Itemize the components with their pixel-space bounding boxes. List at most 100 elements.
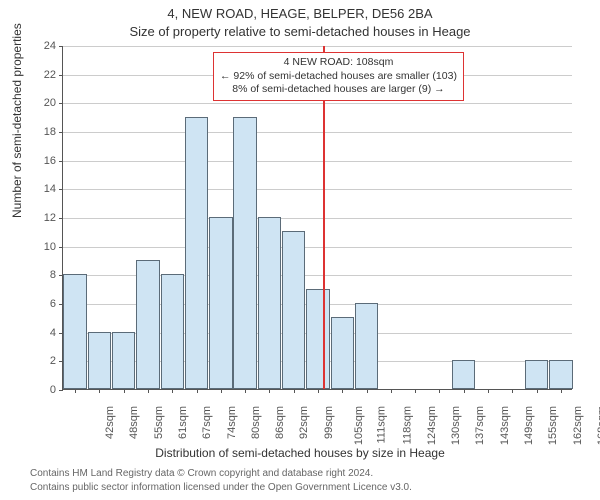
y-tick-mark: [59, 218, 63, 219]
x-tick-label: 42sqm: [104, 406, 116, 439]
x-tick-label: 92sqm: [298, 406, 310, 439]
y-tick-mark: [59, 333, 63, 334]
x-tick-mark: [464, 389, 465, 393]
histogram-bar: [452, 360, 475, 389]
annotation-line1: 4 NEW ROAD: 108sqm: [220, 56, 457, 70]
histogram-bar: [282, 231, 305, 389]
y-tick-label: 18: [0, 126, 56, 138]
gridline: [63, 189, 572, 190]
gridline: [63, 132, 572, 133]
x-tick-mark: [99, 389, 100, 393]
x-tick-mark: [269, 389, 270, 393]
y-tick-label: 16: [0, 155, 56, 167]
x-tick-mark: [172, 389, 173, 393]
y-tick-mark: [59, 189, 63, 190]
x-tick-label: 168sqm: [596, 406, 600, 445]
histogram-bar: [306, 289, 329, 389]
x-tick-mark: [415, 389, 416, 393]
gridline: [63, 218, 572, 219]
x-tick-label: 111sqm: [376, 406, 388, 444]
y-axis-label: Number of semi-detached properties: [10, 23, 24, 218]
gridline: [63, 161, 572, 162]
x-tick-mark: [488, 389, 489, 393]
x-axis-label: Distribution of semi-detached houses by …: [0, 446, 600, 460]
x-tick-label: 67sqm: [201, 406, 213, 439]
y-tick-label: 10: [0, 241, 56, 253]
x-tick-mark: [367, 389, 368, 393]
x-tick-label: 80sqm: [250, 406, 262, 439]
x-tick-mark: [342, 389, 343, 393]
x-tick-label: 143sqm: [499, 406, 511, 445]
x-tick-label: 130sqm: [450, 406, 462, 445]
footer-copyright-line2: Contains public sector information licen…: [30, 482, 412, 493]
x-tick-label: 48sqm: [128, 406, 140, 439]
x-tick-mark: [245, 389, 246, 393]
annotation-line2: ← 92% of semi-detached houses are smalle…: [220, 70, 457, 84]
y-tick-label: 2: [0, 355, 56, 367]
y-tick-label: 14: [0, 183, 56, 195]
gridline: [63, 103, 572, 104]
histogram-bar: [355, 303, 378, 389]
gridline: [63, 247, 572, 248]
x-tick-mark: [537, 389, 538, 393]
histogram-bar: [136, 260, 159, 389]
x-tick-mark: [221, 389, 222, 393]
x-tick-label: 61sqm: [177, 406, 189, 439]
x-tick-label: 99sqm: [323, 406, 335, 439]
y-tick-mark: [59, 361, 63, 362]
x-tick-mark: [318, 389, 319, 393]
x-tick-label: 124sqm: [426, 406, 438, 445]
x-tick-mark: [512, 389, 513, 393]
histogram-bar: [88, 332, 111, 389]
y-tick-mark: [59, 161, 63, 162]
histogram-bar: [63, 274, 86, 389]
histogram-bar: [525, 360, 548, 389]
x-tick-label: 105sqm: [353, 406, 365, 445]
histogram-bar: [161, 274, 184, 389]
x-tick-mark: [294, 389, 295, 393]
y-tick-mark: [59, 247, 63, 248]
y-tick-label: 4: [0, 327, 56, 339]
x-tick-label: 55sqm: [153, 406, 165, 439]
x-tick-label: 155sqm: [547, 406, 559, 445]
gridline: [63, 46, 572, 47]
y-tick-mark: [59, 304, 63, 305]
x-tick-mark: [439, 389, 440, 393]
y-tick-label: 12: [0, 212, 56, 224]
y-tick-label: 24: [0, 40, 56, 52]
x-tick-mark: [148, 389, 149, 393]
y-tick-mark: [59, 132, 63, 133]
reference-annotation: 4 NEW ROAD: 108sqm ← 92% of semi-detache…: [213, 52, 464, 101]
x-tick-mark: [75, 389, 76, 393]
x-tick-label: 149sqm: [523, 406, 535, 445]
x-tick-mark: [561, 389, 562, 393]
y-tick-label: 8: [0, 269, 56, 281]
footer-copyright-line1: Contains HM Land Registry data © Crown c…: [30, 468, 373, 479]
x-tick-label: 86sqm: [274, 406, 286, 439]
x-tick-mark: [197, 389, 198, 393]
histogram-bar: [209, 217, 232, 389]
x-tick-label: 74sqm: [226, 406, 238, 439]
y-tick-mark: [59, 275, 63, 276]
x-tick-label: 137sqm: [475, 406, 487, 445]
y-tick-label: 6: [0, 298, 56, 310]
x-tick-label: 118sqm: [401, 406, 413, 444]
histogram-bar: [331, 317, 354, 389]
chart-title-line2: Size of property relative to semi-detach…: [0, 24, 600, 39]
y-tick-label: 0: [0, 384, 56, 396]
y-tick-label: 22: [0, 69, 56, 81]
y-tick-mark: [59, 103, 63, 104]
histogram-bar: [233, 117, 256, 389]
x-tick-mark: [124, 389, 125, 393]
chart-title-line1: 4, NEW ROAD, HEAGE, BELPER, DE56 2BA: [0, 6, 600, 21]
annotation-line3: 8% of semi-detached houses are larger (9…: [220, 83, 457, 97]
histogram-bar: [258, 217, 281, 389]
y-tick-mark: [59, 390, 63, 391]
histogram-bar: [112, 332, 135, 389]
histogram-bar: [185, 117, 208, 389]
histogram-plot: 4 NEW ROAD: 108sqm ← 92% of semi-detache…: [62, 46, 572, 390]
y-tick-mark: [59, 75, 63, 76]
x-tick-mark: [391, 389, 392, 393]
y-tick-mark: [59, 46, 63, 47]
y-tick-label: 20: [0, 97, 56, 109]
